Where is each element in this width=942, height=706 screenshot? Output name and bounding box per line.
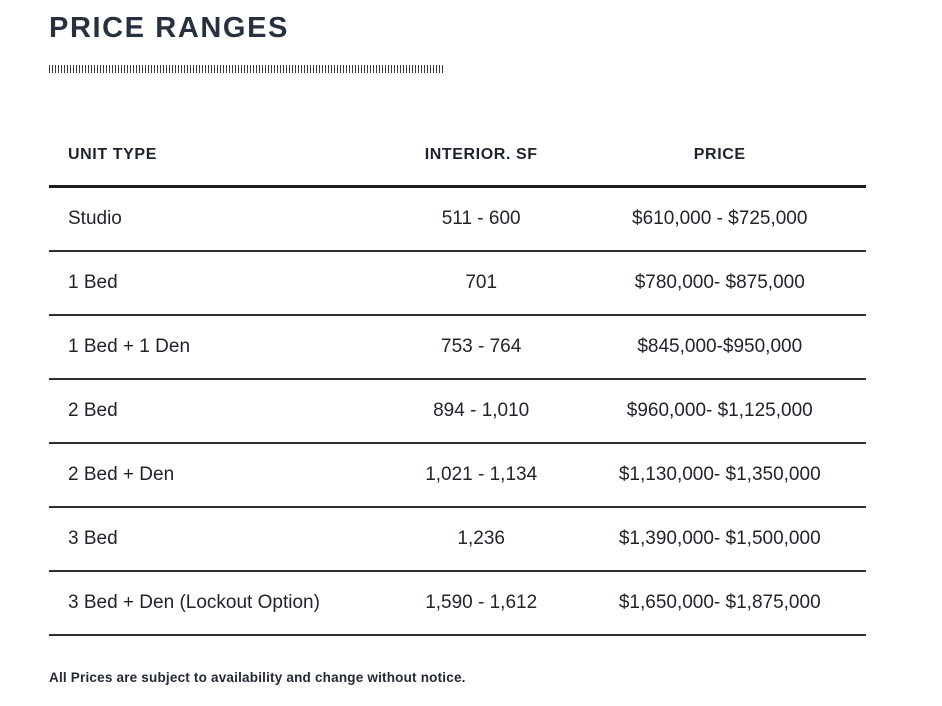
table-row: 3 Bed + Den (Lockout Option) 1,590 - 1,6… <box>49 572 866 637</box>
price-ranges-page: PRICE RANGES UNIT TYPE INTERIOR. SF PRIC… <box>49 12 866 686</box>
interior-sf-cell: 753 - 764 <box>441 336 522 358</box>
header-cell-price: PRICE <box>693 146 746 164</box>
price-table: UNIT TYPE INTERIOR. SF PRICE Studio 511 … <box>49 125 866 637</box>
unit-type-cell: 3 Bed + Den (Lockout Option) <box>68 592 320 614</box>
table-row: 2 Bed + Den 1,021 - 1,134 $1,130,000- $1… <box>49 444 866 509</box>
unit-type-cell: Studio <box>68 208 122 230</box>
unit-type-cell: 1 Bed + 1 Den <box>68 336 191 358</box>
price-cell: $1,650,000- $1,875,000 <box>618 592 821 614</box>
title-divider <box>49 65 445 74</box>
footnote: All Prices are subject to availability a… <box>49 670 466 686</box>
price-cell: $845,000-$950,000 <box>637 336 803 358</box>
table-row: 2 Bed 894 - 1,010 $960,000- $1,125,000 <box>49 380 866 445</box>
table-header-row: UNIT TYPE INTERIOR. SF PRICE <box>49 125 866 189</box>
price-cell: $960,000- $1,125,000 <box>626 400 813 422</box>
interior-sf-cell: 701 <box>465 272 498 294</box>
unit-type-cell: 2 Bed + Den <box>68 464 175 486</box>
table-row: Studio 511 - 600 $610,000 - $725,000 <box>49 188 866 253</box>
table-row: 1 Bed + 1 Den 753 - 764 $845,000-$950,00… <box>49 316 866 381</box>
price-cell: $610,000 - $725,000 <box>632 208 808 230</box>
table-row: 1 Bed 701 $780,000- $875,000 <box>49 252 866 317</box>
table-body: Studio 511 - 600 $610,000 - $725,000 1 B… <box>49 188 866 637</box>
interior-sf-cell: 1,590 - 1,612 <box>425 592 538 614</box>
unit-type-cell: 3 Bed <box>68 528 118 550</box>
header-cell-unit-type: UNIT TYPE <box>68 146 157 164</box>
unit-type-cell: 1 Bed <box>68 272 118 294</box>
page-title: PRICE RANGES <box>49 12 289 44</box>
price-cell: $1,130,000- $1,350,000 <box>618 464 821 486</box>
interior-sf-cell: 1,021 - 1,134 <box>425 464 538 486</box>
interior-sf-cell: 511 - 600 <box>441 208 521 230</box>
table-row: 3 Bed 1,236 $1,390,000- $1,500,000 <box>49 508 866 573</box>
interior-sf-cell: 1,236 <box>457 528 505 550</box>
unit-type-cell: 2 Bed <box>68 400 118 422</box>
interior-sf-cell: 894 - 1,010 <box>433 400 530 422</box>
price-cell: $1,390,000- $1,500,000 <box>618 528 821 550</box>
price-cell: $780,000- $875,000 <box>634 272 805 294</box>
header-cell-interior-sf: INTERIOR. SF <box>424 146 538 164</box>
